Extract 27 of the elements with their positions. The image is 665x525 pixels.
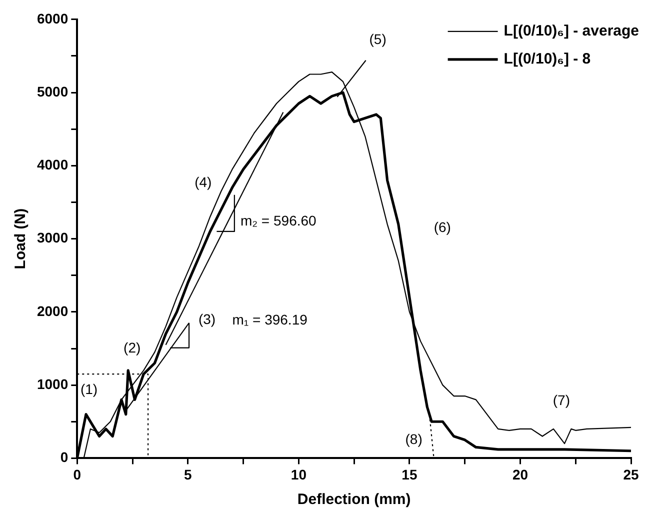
legend-label: L[(0/10)₆] - average xyxy=(504,22,640,40)
annotation: (3) xyxy=(198,310,216,327)
annotation: (6) xyxy=(434,219,451,236)
y-tick-label: 0 xyxy=(60,449,68,466)
y-tick-label: 1000 xyxy=(36,376,68,392)
x-tick-label: 5 xyxy=(184,466,192,482)
annotation: (4) xyxy=(194,174,212,190)
x-tick-label: 20 xyxy=(512,466,528,482)
annotation: (2) xyxy=(124,339,141,356)
y-tick-label: 5000 xyxy=(36,83,68,100)
annotation: (8) xyxy=(405,431,422,448)
legend-label: L[(0/10)₆] - 8 xyxy=(504,50,591,68)
x-tick-label: 10 xyxy=(290,466,307,482)
annotation: (5) xyxy=(369,31,386,48)
y-tick-label: 6000 xyxy=(36,10,68,26)
annotation: m₂ = 596.60 xyxy=(240,212,317,228)
x-tick-label: 0 xyxy=(73,466,82,482)
y-tick-label: 2000 xyxy=(36,302,68,319)
y-tick-label: 4000 xyxy=(36,156,68,173)
annotation: (1) xyxy=(80,381,98,398)
x-tick-label: 15 xyxy=(402,466,418,482)
x-tick-label: 25 xyxy=(623,466,639,482)
y-tick-label: 3000 xyxy=(36,230,68,246)
y-axis-title: Load (N) xyxy=(12,208,30,270)
annotation: (7) xyxy=(552,392,570,408)
annotation: m₁ = 396.19 xyxy=(232,312,308,328)
x-axis-title: Deflection (mm) xyxy=(297,491,411,508)
